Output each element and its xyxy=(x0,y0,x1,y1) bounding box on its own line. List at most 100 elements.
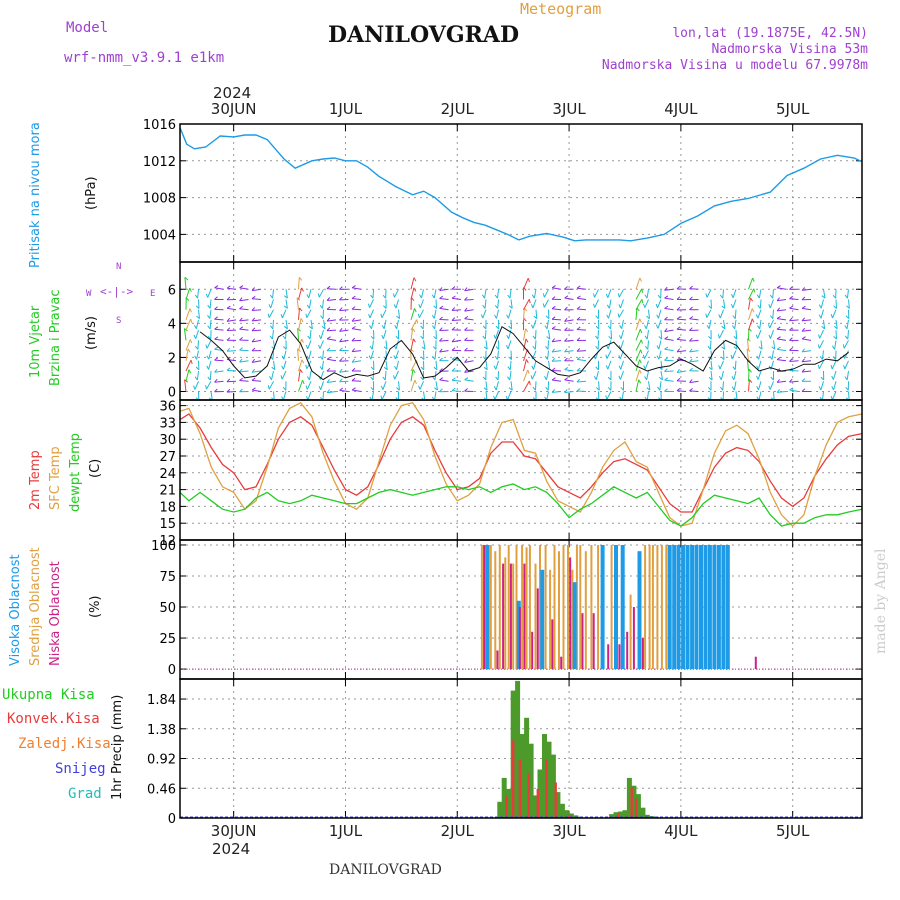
wind-barb xyxy=(777,348,787,352)
wind-barb-head xyxy=(451,295,456,299)
cloud-mid-bar xyxy=(651,545,654,670)
wind-barb-head xyxy=(751,308,755,313)
wind-barb-head xyxy=(251,295,256,300)
wind-barb xyxy=(551,318,562,321)
wind-barb xyxy=(282,360,287,370)
wind-barb xyxy=(621,391,624,401)
wind-barb xyxy=(198,309,200,319)
ytick-label: 15 xyxy=(159,517,176,532)
wind-barb xyxy=(709,340,712,350)
wind-barb xyxy=(757,360,762,370)
wind-barb xyxy=(352,328,362,331)
wind-barb xyxy=(735,391,738,401)
wind-barb-head xyxy=(326,379,330,383)
wind-barb xyxy=(773,391,775,401)
wind-barb xyxy=(482,309,487,319)
wind-barb-head xyxy=(306,294,310,299)
wind-barb-head xyxy=(267,313,270,318)
wind-barb-head xyxy=(439,305,444,309)
wind-barb xyxy=(594,289,599,298)
precip-conv-bar xyxy=(527,772,530,818)
wind-barb xyxy=(676,338,687,341)
wind-barb-head xyxy=(801,305,806,309)
wind-barb xyxy=(597,330,599,340)
ytick-label: 36 xyxy=(159,400,176,415)
wind-barb-head xyxy=(748,368,752,373)
wind-barb-head xyxy=(383,366,388,371)
wind-barb xyxy=(748,277,754,290)
wind-barb xyxy=(251,379,262,382)
wind-barb xyxy=(298,380,304,392)
wind-barb xyxy=(369,309,374,319)
wind-barb xyxy=(576,390,587,392)
wind-barb-head xyxy=(370,386,374,391)
wind-barb xyxy=(339,309,349,312)
wind-barb xyxy=(710,360,713,370)
precip-total-bar xyxy=(635,794,641,818)
wind-barb xyxy=(535,309,538,319)
wind-barb-head xyxy=(326,336,331,340)
wind-barb xyxy=(533,289,537,299)
wind-barb-head xyxy=(301,359,305,364)
wind-barb xyxy=(382,381,387,390)
wind-barb xyxy=(758,391,762,401)
wind-barb xyxy=(732,299,737,309)
wind-barb-head xyxy=(595,325,600,330)
wind-barb-head xyxy=(776,326,781,330)
wind-barb xyxy=(195,329,199,339)
wind-barb-head xyxy=(299,307,303,312)
wind-barb xyxy=(484,289,487,299)
wind-barb-head xyxy=(282,386,287,391)
cloud-mid-bar xyxy=(512,563,515,670)
wind-barb-head xyxy=(530,304,534,309)
wind-barb-head xyxy=(817,364,820,369)
wind-barb-head xyxy=(321,325,326,330)
wind-barb xyxy=(327,299,337,301)
wind-barb xyxy=(835,330,837,340)
cloud-mid-bar xyxy=(665,545,668,670)
wind-barb-head xyxy=(720,386,724,391)
wind-barb xyxy=(510,381,513,391)
wind-barb xyxy=(252,339,262,343)
wind-barb xyxy=(757,329,762,339)
wind-barb-head xyxy=(368,355,372,360)
wind-barb xyxy=(801,360,812,363)
wind-barb xyxy=(282,391,287,401)
wind-barb-head xyxy=(195,305,200,309)
wind-barb xyxy=(339,329,349,332)
wind-barb xyxy=(676,390,687,392)
wind-barb-head xyxy=(551,316,556,320)
wind-barb-head xyxy=(318,385,322,391)
wind-barb-head xyxy=(664,357,668,361)
wind-barb-head xyxy=(527,278,530,283)
wind-barb-head xyxy=(639,329,643,334)
wind-barb xyxy=(433,309,437,319)
wind-barb-head xyxy=(464,337,468,341)
wind-barb xyxy=(802,350,812,353)
wind-barb xyxy=(710,299,712,309)
wind-barb xyxy=(635,339,642,351)
wind-barb-head xyxy=(432,346,437,350)
wind-barb xyxy=(298,369,301,382)
wind-barb-head xyxy=(551,377,556,381)
wind-barb xyxy=(327,338,337,341)
wind-barb xyxy=(757,309,762,319)
wind-barb-head xyxy=(226,317,230,322)
wind-barb xyxy=(195,319,199,329)
wind-barb-head xyxy=(420,376,424,381)
temp-2m-line xyxy=(179,413,863,513)
ytick-label: 0 xyxy=(168,812,176,827)
wind-barb-head xyxy=(721,346,725,350)
wind-barb xyxy=(789,360,799,362)
wind-barb xyxy=(648,381,651,391)
wind-barb xyxy=(664,348,674,352)
wind-barb-head xyxy=(251,358,255,363)
wind-barb xyxy=(306,309,312,318)
wind-barb-head xyxy=(546,336,551,340)
wind-barb-head xyxy=(381,334,384,340)
wind-barb-head xyxy=(776,346,781,350)
wind-barb-head xyxy=(531,365,535,370)
wind-barb xyxy=(434,350,437,360)
wind-barb-head xyxy=(351,317,355,322)
wind-barb-head xyxy=(380,395,383,400)
